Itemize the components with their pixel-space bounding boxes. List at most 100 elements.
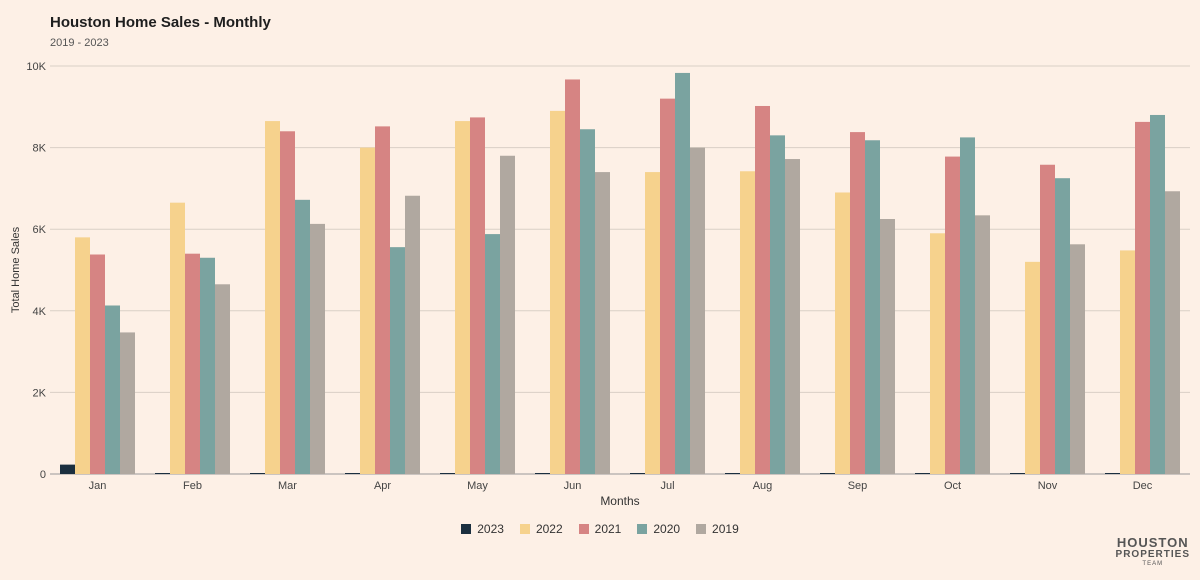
y-tick-label: 4K <box>33 306 47 318</box>
bar-2019-oct[interactable] <box>975 215 990 474</box>
bar-2019-mar[interactable] <box>310 223 325 474</box>
bar-2019-may[interactable] <box>500 155 515 474</box>
brand-logo-line1: HOUSTON <box>1116 535 1189 550</box>
bar-2020-feb[interactable] <box>200 257 215 474</box>
bar-2020-nov[interactable] <box>1055 178 1070 474</box>
bar-2022-jan[interactable] <box>75 237 90 474</box>
x-tick-label: Dec <box>1133 480 1153 492</box>
bar-2020-jun[interactable] <box>580 129 595 475</box>
bar-2020-sep[interactable] <box>865 140 880 475</box>
bar-2022-feb[interactable] <box>170 202 185 474</box>
gridlines <box>50 65 1190 475</box>
bar-2019-apr[interactable] <box>405 195 420 474</box>
legend-item-2023[interactable]: 2023 <box>461 522 504 536</box>
bar-2023-jun[interactable] <box>535 473 550 474</box>
bar-2023-mar[interactable] <box>250 473 265 474</box>
bar-2022-dec[interactable] <box>1120 250 1135 474</box>
bar-2022-nov[interactable] <box>1025 261 1040 474</box>
bars <box>60 72 1180 475</box>
bar-2023-aug[interactable] <box>725 473 740 474</box>
chart-subtitle: 2019 - 2023 <box>50 37 109 49</box>
bar-2022-jul[interactable] <box>645 172 660 474</box>
bar-2023-dec[interactable] <box>1105 473 1120 474</box>
bar-2019-sep[interactable] <box>880 219 895 474</box>
bar-2021-apr[interactable] <box>375 126 390 474</box>
bar-2023-feb[interactable] <box>155 473 170 474</box>
x-tick-label: Nov <box>1038 480 1058 492</box>
x-tick-label: Mar <box>278 480 297 492</box>
bar-2021-may[interactable] <box>470 117 485 475</box>
y-axis-label: Total Home Sales <box>10 226 22 313</box>
bar-2021-nov[interactable] <box>1040 164 1055 474</box>
bar-2021-aug[interactable] <box>755 105 770 474</box>
legend-label: 2022 <box>535 522 563 536</box>
bar-2020-apr[interactable] <box>390 247 405 474</box>
bar-2020-may[interactable] <box>485 234 500 474</box>
x-tick-label: Feb <box>183 480 202 492</box>
bar-2020-jul[interactable] <box>675 72 690 474</box>
bar-2022-oct[interactable] <box>930 233 945 474</box>
bar-2020-aug[interactable] <box>770 135 785 475</box>
legend-item-2020[interactable]: 2020 <box>637 522 680 536</box>
legend-label: 2019 <box>712 522 739 536</box>
chart-title: Houston Home Sales - Monthly <box>50 14 271 31</box>
bar-2023-jul[interactable] <box>630 473 645 474</box>
bar-2022-jun[interactable] <box>550 110 565 474</box>
bar-2022-aug[interactable] <box>740 171 755 474</box>
chart-legend: 2023 2022 2021 2020 2019 <box>0 522 1200 536</box>
bar-2019-nov[interactable] <box>1070 244 1085 474</box>
bar-2023-oct[interactable] <box>915 473 930 474</box>
bar-2019-jul[interactable] <box>690 147 705 474</box>
legend-label: 2021 <box>594 522 622 536</box>
bar-2019-aug[interactable] <box>785 159 800 475</box>
axes: 0 2K 4K 6K 8K 10K Jan Feb Mar Apr May Jun Jul Aug Sep O… <box>26 61 1152 492</box>
bar-2021-sep[interactable] <box>850 132 865 474</box>
bar-2021-jul[interactable] <box>660 98 675 474</box>
bar-2022-may[interactable] <box>455 121 470 474</box>
y-tick-label: 10K <box>26 61 46 73</box>
x-axis-label: Months <box>600 494 639 508</box>
bar-2021-dec[interactable] <box>1135 121 1150 475</box>
bar-2020-mar[interactable] <box>295 199 310 474</box>
bar-2023-may[interactable] <box>440 473 455 474</box>
bar-2023-sep[interactable] <box>820 473 835 474</box>
y-tick-label: 8K <box>33 143 47 155</box>
bar-2021-feb[interactable] <box>185 253 200 474</box>
legend-item-2019[interactable]: 2019 <box>696 522 739 536</box>
bar-2019-feb[interactable] <box>215 284 230 474</box>
bar-2023-nov[interactable] <box>1010 473 1025 474</box>
x-tick-label: May <box>467 480 488 492</box>
y-tick-label: 0 <box>40 469 46 481</box>
x-tick-label: Jan <box>89 480 107 492</box>
bar-2021-oct[interactable] <box>945 156 960 475</box>
y-tick-label: 6K <box>33 224 47 236</box>
bar-2019-jan[interactable] <box>120 332 135 474</box>
x-tick-label: Aug <box>753 480 773 492</box>
bar-2020-jan[interactable] <box>105 305 120 474</box>
bar-2023-apr[interactable] <box>345 473 360 474</box>
legend-item-2021[interactable]: 2021 <box>578 522 622 536</box>
legend-label: 2020 <box>653 522 681 536</box>
bar-2020-oct[interactable] <box>960 137 975 474</box>
bar-2021-mar[interactable] <box>280 131 295 474</box>
bar-2023-jan[interactable] <box>60 464 75 474</box>
x-tick-label: Oct <box>944 480 961 492</box>
bar-2022-sep[interactable] <box>835 192 850 475</box>
bar-2020-dec[interactable] <box>1150 114 1165 475</box>
legend-item-2022[interactable]: 2022 <box>519 522 563 536</box>
bar-2022-apr[interactable] <box>360 147 375 474</box>
bar-2021-jan[interactable] <box>90 254 105 474</box>
bar-2021-jun[interactable] <box>565 79 580 475</box>
x-tick-label: Jun <box>564 480 582 492</box>
legend-label: 2023 <box>477 522 504 536</box>
bar-2019-jun[interactable] <box>595 172 610 474</box>
bar-2019-dec[interactable] <box>1165 191 1180 475</box>
y-tick-label: 2K <box>33 387 47 399</box>
brand-logo: HOUSTON PROPERTIES TEAM <box>1116 536 1190 567</box>
legend-swatch <box>637 524 648 534</box>
bar-2022-mar[interactable] <box>265 121 280 474</box>
brand-logo-line3: TEAM <box>1142 561 1164 567</box>
x-tick-label: Sep <box>848 480 868 492</box>
legend-swatch <box>696 524 707 534</box>
